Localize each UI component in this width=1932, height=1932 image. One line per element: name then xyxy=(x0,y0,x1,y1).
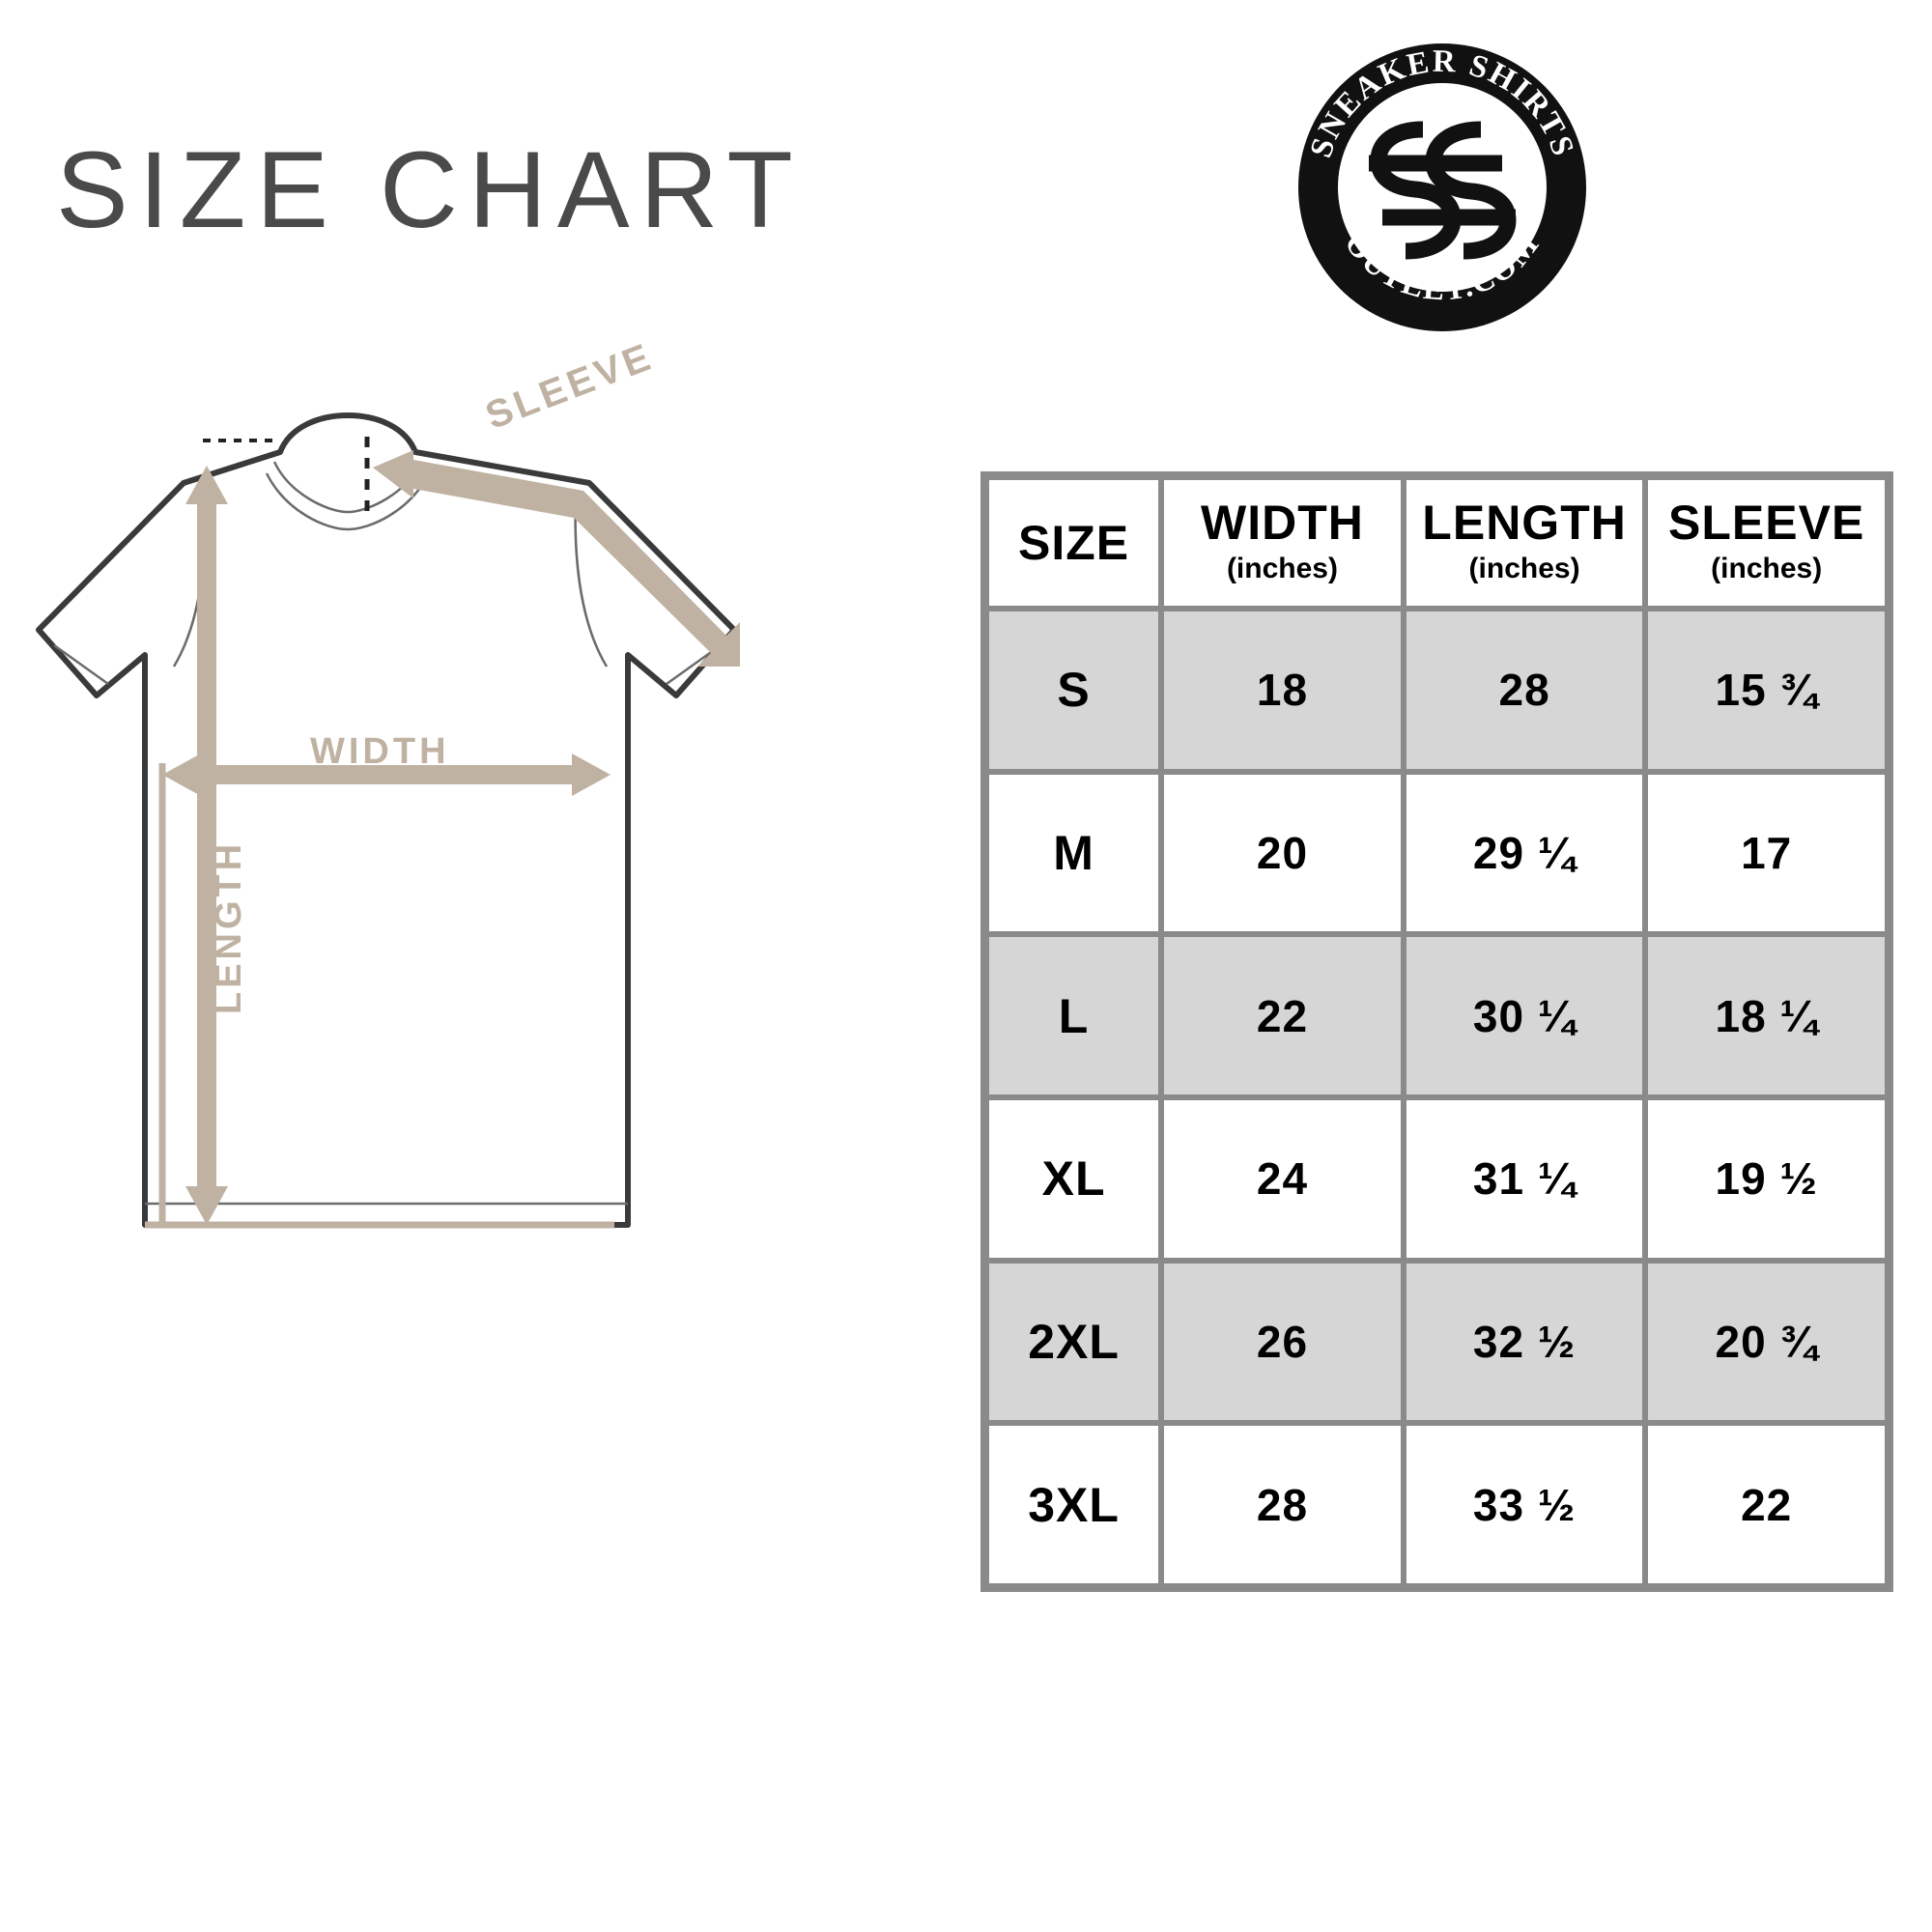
cell-width: 22 xyxy=(1161,934,1404,1097)
table-row: L 22 30 ¼ 18 ¼ xyxy=(986,934,1888,1097)
sleeve-guide-line xyxy=(203,437,370,520)
column-header-size-main: SIZE xyxy=(1018,516,1130,570)
cell-sleeve: 15 ¾ xyxy=(1645,609,1888,772)
cell-length: 30 ¼ xyxy=(1403,934,1646,1097)
tshirt-diagram xyxy=(0,377,773,1275)
cell-size: M xyxy=(986,771,1162,935)
column-header-length-unit: (inches) xyxy=(1468,553,1580,585)
column-header-length: LENGTH (inches) xyxy=(1403,477,1646,609)
table-row: M 20 29 ¼ 17 xyxy=(986,771,1888,935)
cell-width: 20 xyxy=(1161,771,1404,935)
cell-length: 31 ¼ xyxy=(1403,1096,1646,1261)
column-header-width: WIDTH (inches) xyxy=(1161,477,1404,609)
column-header-sleeve-main: SLEEVE xyxy=(1668,496,1865,551)
column-header-sleeve-unit: (inches) xyxy=(1711,553,1823,585)
column-header-sleeve: SLEEVE (inches) xyxy=(1645,477,1888,609)
table-row: XL 24 31 ¼ 19 ½ xyxy=(986,1096,1888,1261)
table-body: S 18 28 15 ¾ M 20 29 ¼ 17 L 22 30 ¼ 18 ¼ XL 24 31 ¼ 19 … xyxy=(986,609,1888,1586)
table-row: S 18 28 15 ¾ xyxy=(986,609,1888,772)
sleeve-arrow xyxy=(373,450,740,667)
cell-size: 2XL xyxy=(986,1260,1162,1424)
cell-length: 32 ½ xyxy=(1403,1260,1646,1424)
cell-width: 28 xyxy=(1161,1423,1404,1586)
tshirt-outline xyxy=(36,412,737,1228)
brand-logo: SNEAKER SHIRTS OUTLET.COM xyxy=(1292,37,1593,338)
cell-sleeve: 22 xyxy=(1645,1423,1888,1586)
column-header-width-main: WIDTH xyxy=(1201,496,1364,551)
width-dimension-label: WIDTH xyxy=(310,731,450,772)
cell-width: 26 xyxy=(1161,1260,1404,1424)
cell-sleeve: 19 ½ xyxy=(1645,1096,1888,1261)
page-title: SIZE CHART xyxy=(56,129,804,250)
logo-ss-monogram xyxy=(1369,121,1517,260)
table-row: 3XL 28 33 ½ 22 xyxy=(986,1423,1888,1586)
cell-size: XL xyxy=(986,1096,1162,1261)
cell-length: 33 ½ xyxy=(1403,1423,1646,1586)
table-header: SIZE WIDTH (inches) LENGTH (inches) SLEE… xyxy=(986,477,1888,609)
column-header-width-unit: (inches) xyxy=(1226,553,1338,585)
cell-size: 3XL xyxy=(986,1423,1162,1586)
table-row: 2XL 26 32 ½ 20 ¾ xyxy=(986,1260,1888,1424)
cell-length: 29 ¼ xyxy=(1403,771,1646,935)
cell-width: 18 xyxy=(1161,609,1404,772)
column-header-length-main: LENGTH xyxy=(1422,496,1627,551)
width-arrow xyxy=(162,753,611,796)
table-header-row: SIZE WIDTH (inches) LENGTH (inches) SLEE… xyxy=(986,477,1888,609)
column-header-size: SIZE xyxy=(986,477,1162,609)
length-arrow xyxy=(185,466,228,1225)
cell-size: S xyxy=(986,609,1162,772)
size-chart-table: SIZE WIDTH (inches) LENGTH (inches) SLEE… xyxy=(980,471,1893,1592)
cell-sleeve: 17 xyxy=(1645,771,1888,935)
cell-sleeve: 20 ¾ xyxy=(1645,1260,1888,1424)
cell-sleeve: 18 ¼ xyxy=(1645,934,1888,1097)
length-dimension-label: LENGTH xyxy=(209,839,249,1014)
cell-width: 24 xyxy=(1161,1096,1404,1261)
cell-length: 28 xyxy=(1403,609,1646,772)
cell-size: L xyxy=(986,934,1162,1097)
